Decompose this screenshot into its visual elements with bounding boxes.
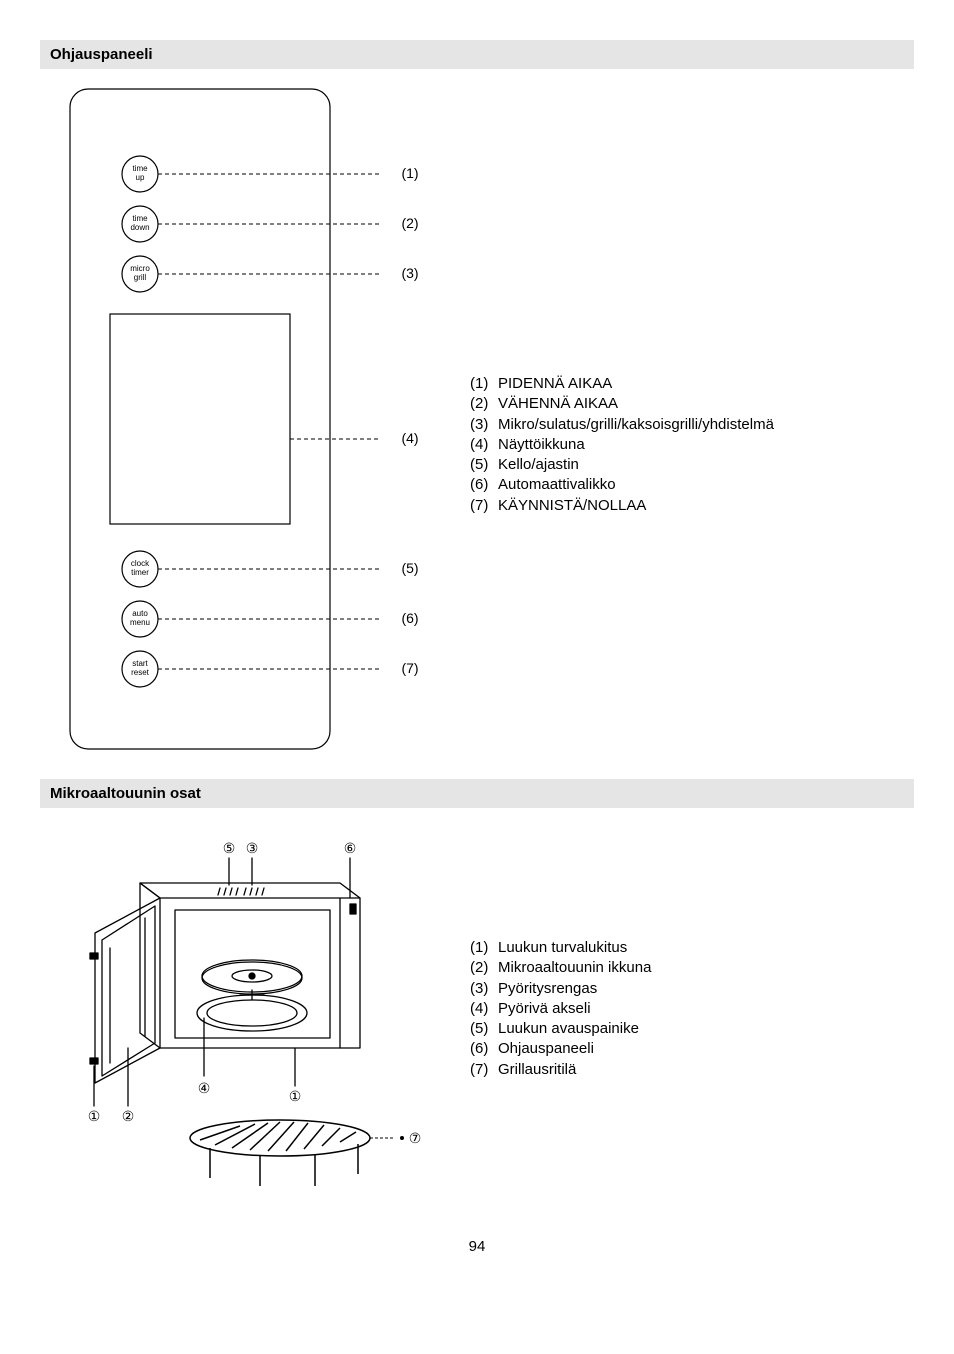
legend1-item: (6)Automaattivalikko	[470, 475, 914, 495]
oven-callout-2: ②	[122, 1108, 135, 1124]
btn3-line2: grill	[134, 273, 147, 282]
oven-callout-4: ④	[198, 1080, 211, 1096]
section1-row: time up (1) time down (2) micro grill (3…	[40, 79, 914, 759]
btn3-line1: micro	[130, 264, 150, 273]
oven-callout-7: ⑦	[409, 1130, 422, 1146]
callout-3: (3)	[401, 265, 418, 281]
section2-row: ⑤ ③ ⑥ ④ ① ① ②	[40, 818, 914, 1198]
oven-callout-6: ⑥	[344, 840, 357, 856]
legend1-item: (5)Kello/ajastin	[470, 455, 914, 475]
legend2-item: (6)Ohjauspaneeli	[470, 1039, 914, 1059]
legend1-item: (1)PIDENNÄ AIKAA	[470, 374, 914, 394]
callout-2: (2)	[401, 215, 418, 231]
btn5-line1: clock	[131, 559, 150, 568]
callout-1: (1)	[401, 165, 418, 181]
callout-5: (5)	[401, 560, 418, 576]
btn2-line1: time	[132, 214, 148, 223]
section1-title: Ohjauspaneeli	[40, 40, 914, 69]
oven-callout-3: ③	[246, 840, 259, 856]
legend2-item: (1)Luukun turvalukitus	[470, 938, 914, 958]
legend2-item: (2)Mikroaaltouunin ikkuna	[470, 958, 914, 978]
btn1-line2: up	[136, 173, 145, 182]
btn2-line2: down	[130, 223, 149, 232]
section2-title: Mikroaaltouunin osat	[40, 779, 914, 808]
legend1-item: (4)Näyttöikkuna	[470, 435, 914, 455]
legend1-item: (3)Mikro/sulatus/grilli/kaksoisgrilli/yh…	[470, 415, 914, 435]
btn6-line2: menu	[130, 618, 150, 627]
btn7-line1: start	[132, 659, 148, 668]
callout-7: (7)	[401, 660, 418, 676]
oven-callout-5: ⑤	[223, 840, 236, 856]
oven-callout-1b: ①	[289, 1088, 302, 1104]
section1-legend: (1)PIDENNÄ AIKAA (2)VÄHENNÄ AIKAA (3)Mik…	[440, 79, 914, 516]
legend2-item: (7)Grillausritilä	[470, 1060, 914, 1080]
control-panel-diagram: time up (1) time down (2) micro grill (3…	[40, 79, 440, 759]
callout-4: (4)	[401, 430, 418, 446]
oven-diagram: ⑤ ③ ⑥ ④ ① ① ②	[40, 818, 440, 1198]
btn6-line1: auto	[132, 609, 148, 618]
btn1-line1: time	[132, 164, 148, 173]
btn7-line2: reset	[131, 668, 150, 677]
legend1-item: (7)KÄYNNISTÄ/NOLLAA	[470, 496, 914, 516]
btn5-line2: timer	[131, 568, 149, 577]
callout-6: (6)	[401, 610, 418, 626]
legend1-item: (2)VÄHENNÄ AIKAA	[470, 394, 914, 414]
section2-legend: (1)Luukun turvalukitus (2)Mikroaaltouuni…	[440, 818, 914, 1080]
legend2-item: (4)Pyörivä akseli	[470, 999, 914, 1019]
legend2-item: (5)Luukun avauspainike	[470, 1019, 914, 1039]
page-number: 94	[40, 1238, 914, 1255]
legend2-item: (3)Pyöritysrengas	[470, 979, 914, 999]
oven-callout-1: ①	[88, 1108, 101, 1124]
